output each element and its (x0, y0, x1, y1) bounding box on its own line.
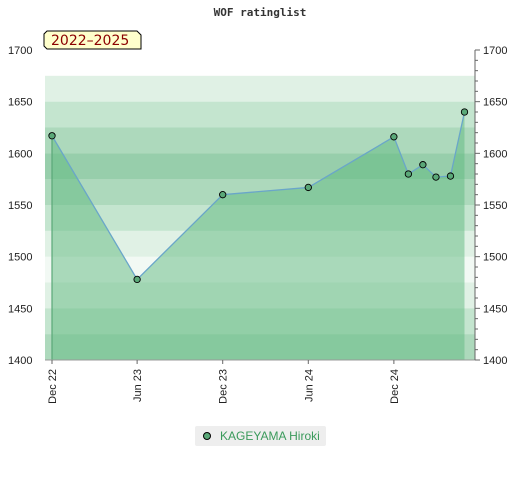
y-tick-label-right: 1700 (483, 45, 507, 57)
data-point (446, 172, 455, 180)
background-band (45, 101, 475, 128)
data-point (48, 132, 56, 140)
period-label: 2022–2025 (51, 33, 129, 49)
x-tick-label: Jun 24 (303, 369, 315, 402)
y-tick-label-right: 1500 (483, 252, 507, 264)
y-tick-label-left: 1550 (8, 200, 32, 212)
axes: 1400 1400 1450 1450 1500 1500 1550 1550 1600 1600… (8, 45, 507, 404)
x-tick-label: Dec 24 (389, 369, 401, 404)
background-band (45, 127, 475, 154)
data-point (419, 161, 427, 169)
data-point (390, 133, 398, 141)
y-tick-label-left: 1600 (8, 148, 32, 160)
data-point (460, 108, 469, 116)
data-point (133, 275, 141, 284)
y-tick-label-right: 1400 (483, 355, 507, 367)
data-point (304, 183, 312, 192)
y-tick-label-right: 1550 (483, 200, 507, 212)
x-tick-label: Jun 23 (132, 369, 144, 402)
legend-marker (203, 432, 211, 440)
y-tick-label-left: 1700 (8, 45, 32, 57)
y-tick-label-left: 1500 (8, 252, 32, 264)
legend: KAGEYAMA Hiroki (195, 426, 326, 446)
series-area (52, 112, 465, 360)
y-tick-label-right: 1650 (483, 97, 507, 109)
area-layer (51, 111, 466, 360)
y-tick-label-right: 1600 (483, 148, 507, 160)
data-point (219, 191, 227, 199)
x-tick-label: Dec 23 (218, 369, 230, 404)
background-band (45, 75, 475, 102)
y-tick-label-left: 1650 (8, 97, 32, 109)
points-layer (48, 108, 469, 284)
chart-title: WOF ratinglist (213, 6, 307, 19)
period-badge: 2022–2025 (43, 30, 142, 50)
legend-series-label: KAGEYAMA Hiroki (220, 429, 320, 443)
y-tick-label-left: 1400 (8, 355, 32, 367)
y-tick-label-right: 1450 (483, 303, 507, 315)
series-line (51, 111, 466, 281)
data-point (432, 173, 440, 181)
data-point (404, 170, 413, 178)
x-tick-label: Dec 22 (47, 369, 59, 404)
y-tick-label-left: 1450 (8, 303, 32, 315)
